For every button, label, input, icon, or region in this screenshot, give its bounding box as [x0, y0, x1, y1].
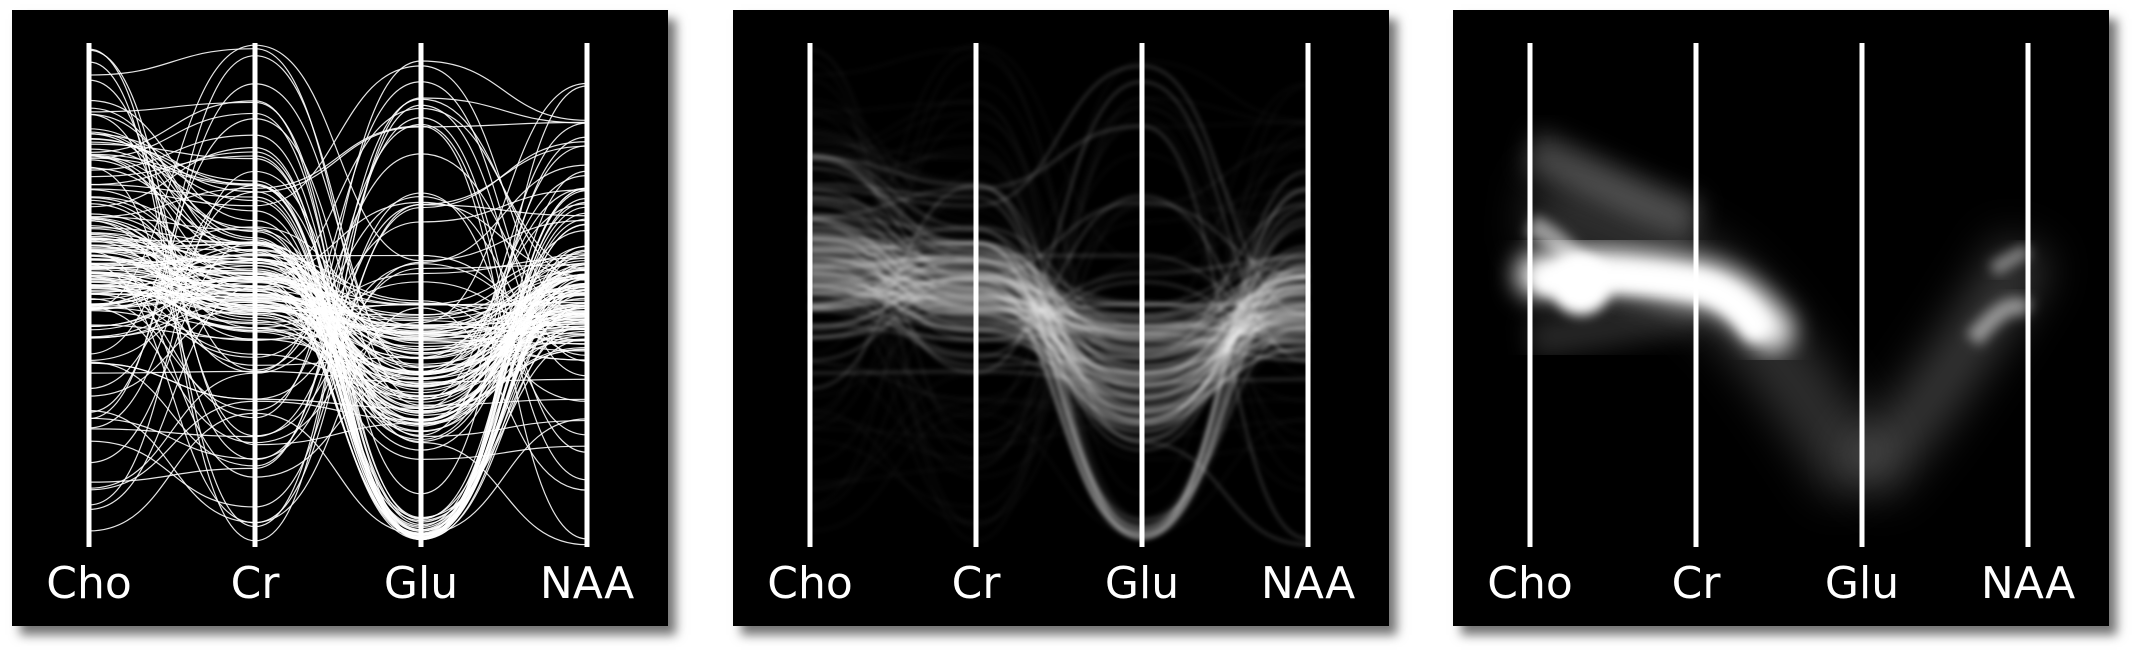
- data-line: [88, 107, 588, 511]
- data-line: [88, 48, 588, 528]
- data-line: [88, 125, 588, 540]
- data-line: [88, 195, 588, 358]
- data-line: [88, 147, 588, 541]
- data-line: [88, 60, 588, 419]
- data-line: [88, 277, 588, 310]
- density-line: [809, 158, 1309, 538]
- axis-label-cho: Cho: [767, 558, 853, 609]
- density-line: [809, 166, 1309, 529]
- density-line: [809, 274, 1309, 389]
- density-line: [809, 113, 1309, 371]
- density-line: [809, 146, 1309, 541]
- data-line: [88, 148, 588, 536]
- parallel-coordinates-density-panel: Cho Cr Glu NAA: [733, 10, 1389, 626]
- density-line: [809, 412, 1309, 536]
- density-line: [809, 123, 1309, 481]
- data-line: [88, 48, 588, 401]
- density-line: [809, 80, 1309, 374]
- data-line: [88, 123, 588, 481]
- axis-label-naa: NAA: [1260, 558, 1356, 609]
- data-line: [88, 113, 588, 371]
- axis-label-glu: Glu: [383, 558, 459, 609]
- data-line: [88, 274, 588, 388]
- axis-label-cho: Cho: [1487, 558, 1573, 609]
- data-line: [88, 81, 588, 373]
- data-line: [88, 218, 588, 342]
- density-line: [809, 82, 1309, 444]
- data-line: [88, 272, 588, 412]
- density-line: [809, 145, 1309, 524]
- data-line: [88, 412, 588, 535]
- density-line: [809, 47, 1309, 401]
- axis-label-glu: Glu: [1104, 558, 1180, 609]
- data-line: [88, 243, 588, 443]
- data-line: [88, 199, 588, 535]
- data-line: [88, 118, 588, 406]
- axis-label-naa: NAA: [539, 558, 635, 609]
- data-line: [88, 281, 588, 342]
- density-line: [809, 257, 1309, 329]
- line-plot: [86, 43, 590, 547]
- parallel-coordinates-smoothed-panel: Cho Cr Glu NAA: [1453, 10, 2109, 626]
- density-line: [809, 107, 1309, 511]
- data-line: [88, 167, 588, 529]
- density-line: [809, 61, 1309, 542]
- axis-label-naa: NAA: [1980, 558, 2076, 609]
- data-line: [88, 65, 588, 316]
- density-line: [809, 233, 1309, 317]
- axis-label-cr: Cr: [1671, 558, 1721, 609]
- density-line: [809, 275, 1309, 373]
- data-line: [88, 61, 588, 542]
- data-line: [88, 82, 588, 444]
- axis-label-cr: Cr: [230, 558, 280, 609]
- data-line: [88, 203, 588, 361]
- data-line: [88, 258, 588, 329]
- density-line: [809, 199, 1309, 536]
- density-line: [809, 143, 1309, 526]
- axis-label-cr: Cr: [951, 558, 1001, 609]
- data-line: [88, 49, 588, 446]
- line-density-plot: [807, 43, 1311, 547]
- data-line: [88, 143, 588, 526]
- density-line: [809, 85, 1309, 495]
- axis-label-glu: Glu: [1824, 558, 1900, 609]
- density-line: [809, 195, 1309, 359]
- data-line: [88, 232, 588, 339]
- smoothed-density-field: [1515, 131, 2052, 501]
- data-line: [88, 233, 588, 316]
- density-line: [809, 60, 1309, 419]
- density-line: [809, 49, 1309, 446]
- data-line: [88, 159, 588, 537]
- parallel-coordinates-lines-panel: Cho Cr Glu NAA: [12, 10, 668, 626]
- density-line: [809, 125, 1309, 540]
- smoothed-density-plot: [1515, 43, 2052, 547]
- data-line: [88, 85, 588, 495]
- axis-label-cho: Cho: [46, 558, 132, 609]
- data-line: [88, 276, 588, 373]
- data-line: [88, 145, 588, 524]
